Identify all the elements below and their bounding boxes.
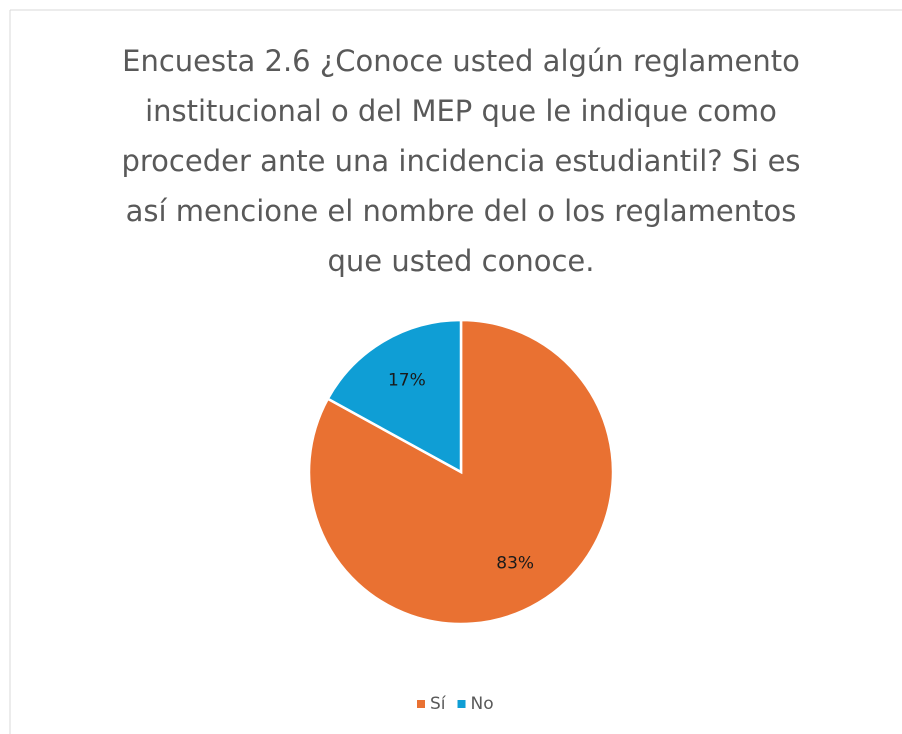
legend-marker xyxy=(417,700,425,708)
legend-marker xyxy=(457,700,466,708)
pie-slice xyxy=(326,318,463,475)
data-label: 17% xyxy=(388,370,426,390)
legend-label: No xyxy=(471,694,494,714)
legend-label: Sí xyxy=(430,694,447,714)
data-label: 83% xyxy=(496,554,534,574)
chart-title: Encuesta 2.6 ¿Conoce usted algún reglame… xyxy=(121,44,801,278)
